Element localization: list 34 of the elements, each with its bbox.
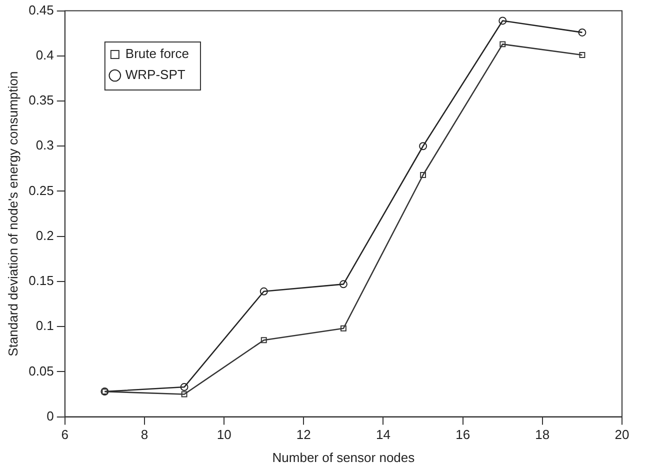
point bbox=[578, 28, 586, 36]
x-tick-label: 20 bbox=[614, 427, 630, 442]
y-tick-label: 0.1 bbox=[36, 318, 54, 334]
x-tick-label: 16 bbox=[456, 427, 470, 442]
point bbox=[260, 287, 268, 296]
point bbox=[498, 16, 507, 25]
x-tick-label: 8 bbox=[140, 427, 148, 442]
y-axis-title: Standard deviation of node's energy consumption bbox=[5, 71, 20, 356]
y-tick-label: 0.35 bbox=[28, 92, 54, 108]
y-tick-label: 0.15 bbox=[28, 273, 54, 288]
point bbox=[420, 172, 426, 178]
y-tick-label: 0.3 bbox=[36, 138, 54, 153]
y-tick-label: 0 bbox=[46, 408, 54, 424]
x-axis-title: Number of sensor nodes bbox=[272, 450, 416, 465]
x-tick-label: 12 bbox=[296, 427, 311, 442]
point bbox=[419, 142, 428, 150]
point bbox=[340, 325, 346, 332]
y-tick-label: 0.45 bbox=[28, 2, 54, 18]
y-tick-label: 0.05 bbox=[28, 363, 54, 378]
point bbox=[339, 280, 348, 288]
x-tick-label: 6 bbox=[61, 427, 69, 442]
point bbox=[180, 383, 188, 392]
legend-label: WRP-SPT bbox=[125, 67, 186, 82]
x-tick-label: 10 bbox=[216, 427, 232, 442]
x-tick-label: 14 bbox=[376, 427, 390, 442]
legend-label: Brute force bbox=[125, 46, 189, 62]
x-tick-label: 18 bbox=[535, 427, 550, 442]
y-tick-label: 0.25 bbox=[28, 182, 54, 198]
y-tick-label: 0.4 bbox=[36, 47, 54, 62]
point bbox=[260, 337, 267, 344]
y-tick-label: 0.2 bbox=[36, 228, 54, 243]
point bbox=[579, 52, 586, 58]
point bbox=[500, 41, 506, 48]
point bbox=[181, 391, 188, 398]
